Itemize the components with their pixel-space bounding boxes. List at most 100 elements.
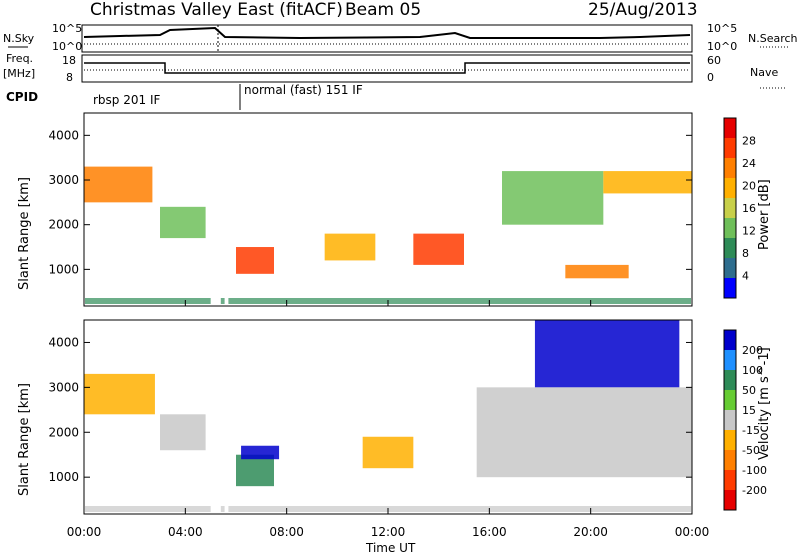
velocity-colorbar-tick: 50: [742, 384, 756, 397]
nsky-tick-top: 10^5: [52, 22, 82, 35]
data-gap-0: [210, 114, 221, 305]
nsky-label: N.Sky: [3, 32, 35, 45]
y-tick-label: 2000: [48, 425, 79, 439]
y-tick-label: 4000: [48, 128, 79, 142]
power-colorbar-tick: 28: [742, 135, 756, 148]
power-colorbar-tick: 4: [742, 270, 749, 283]
power-colorbar-segment: [724, 218, 736, 238]
velocity-colorbar-segment: [724, 470, 736, 490]
power-region-6: [603, 171, 692, 194]
power-colorbar-segment: [724, 278, 736, 298]
power-region-3: [324, 233, 376, 261]
velocity-colorbar-segment: [724, 430, 736, 450]
nave-label: Nave: [750, 66, 778, 79]
x-tick-label: 00:00: [675, 525, 710, 539]
velocity-region-2: [236, 454, 274, 487]
nsearch-tick-bottom: 10^0: [707, 40, 737, 53]
y-tick-label: 4000: [48, 335, 79, 349]
chart-title: Christmas Valley East (fitACF): [90, 0, 343, 20]
velocity-region-5: [534, 320, 680, 388]
power-panel: 1000 2000 3000 4000: [48, 112, 693, 307]
velocity-region-6: [476, 387, 692, 478]
data-gap-1: [224, 114, 229, 305]
velocity-colorbar-segment: [724, 370, 736, 390]
velocity-panel: 1000 2000 3000 4000: [48, 319, 693, 515]
velocity-region-3: [241, 445, 280, 460]
freq-tick-bottom: 8: [66, 71, 73, 84]
cpid-label: CPID: [6, 90, 38, 104]
velocity-colorbar-tick: -200: [742, 484, 767, 497]
power-colorbar-segment: [724, 178, 736, 198]
power-region-4: [413, 233, 464, 265]
x-axis-label: Time UT: [365, 541, 416, 554]
power-region-1: [160, 206, 206, 239]
power-colorbar-segment: [724, 118, 736, 138]
power-colorbar-tick: 20: [742, 180, 756, 193]
freq-label-line2: [MHz]: [3, 67, 35, 80]
nsearch-label: N.Search: [748, 32, 798, 45]
x-tick-label: 08:00: [269, 525, 304, 539]
power-region-7: [565, 264, 629, 279]
velocity-colorbar-tick: 200: [742, 344, 763, 357]
date-label: 25/Aug/2013: [588, 0, 698, 20]
velocity-region-0: [84, 373, 155, 415]
power-colorbar-segment: [724, 238, 736, 258]
power-region-0: [84, 166, 153, 203]
power-ylabel: Slant Range [km]: [17, 177, 32, 290]
velocity-colorbar-segment: [724, 350, 736, 370]
freq-label-line1: Freq.: [6, 52, 33, 65]
power-colorbar-tick: 8: [742, 247, 749, 260]
x-tick-label: 00:00: [67, 525, 102, 539]
power-colorbar-segment: [724, 258, 736, 278]
velocity-colorbar-segment: [724, 410, 736, 430]
x-axis-ticks: 00:00 04:00 08:00 12:00 16:00 20:00 00:00: [67, 300, 710, 539]
velocity-colorbar-tick: -15: [742, 424, 760, 437]
data-gap-1: [224, 321, 229, 513]
velocity-colorbar-tick: -100: [742, 464, 767, 477]
power-colorbar-segment: [724, 198, 736, 218]
x-tick-label: 04:00: [168, 525, 203, 539]
y-tick-label: 1000: [48, 262, 79, 276]
velocity-colorbar-tick: -50: [742, 444, 760, 457]
velocity-colorbar-segment: [724, 330, 736, 350]
power-region-2: [236, 247, 274, 274]
nsky-panel-frame: [81, 24, 693, 53]
y-tick-label: 3000: [48, 380, 79, 394]
freq-panel-frame: [81, 54, 693, 83]
power-colorbar-tick: 24: [742, 157, 756, 170]
velocity-colorbar-title: Velocity [m s^-1]: [757, 347, 772, 460]
power-colorbar-segment: [724, 158, 736, 178]
velocity-colorbar-segment: [724, 490, 736, 510]
y-tick-label: 1000: [48, 470, 79, 484]
power-colorbar-tick: 16: [742, 202, 756, 215]
freq-tick-top: 18: [62, 54, 76, 67]
x-tick-label: 16:00: [472, 525, 507, 539]
nave-tick-bottom: 0: [707, 71, 714, 84]
velocity-ylabel: Slant Range [km]: [17, 383, 32, 496]
cpid-mode-1: rbsp 201 IF: [93, 93, 160, 107]
y-tick-label: 3000: [48, 173, 79, 187]
velocity-colorbar-tick: 100: [742, 364, 763, 377]
nave-tick-top: 60: [707, 54, 721, 67]
cpid-mode-2: normal (fast) 151 IF: [244, 83, 363, 97]
power-colorbar: 28 24 20 16 12 8 4: [723, 117, 756, 299]
velocity-colorbar-segment: [724, 450, 736, 470]
x-tick-label: 12:00: [371, 525, 406, 539]
nsky-tick-bottom: 10^0: [52, 40, 82, 53]
velocity-colorbar-tick: 15: [742, 404, 756, 417]
power-region-5: [502, 171, 604, 225]
freq-trace: [84, 62, 690, 74]
y-tick-label: 2000: [48, 218, 79, 232]
power-colorbar-frame: [723, 117, 737, 299]
data-gap-0: [210, 321, 221, 513]
velocity-colorbar-segment: [724, 390, 736, 410]
beam-label: Beam 05: [345, 0, 421, 20]
velocity-colorbar: 200 100 50 15 -15 -50 -100 -200: [723, 329, 767, 511]
nsearch-tick-top: 10^5: [707, 22, 737, 35]
velocity-colorbar-frame: [723, 329, 737, 511]
nsky-trace: [83, 26, 691, 40]
power-colorbar-tick: 12: [742, 225, 756, 238]
velocity-region-4: [362, 436, 414, 469]
x-tick-label: 20:00: [573, 525, 608, 539]
